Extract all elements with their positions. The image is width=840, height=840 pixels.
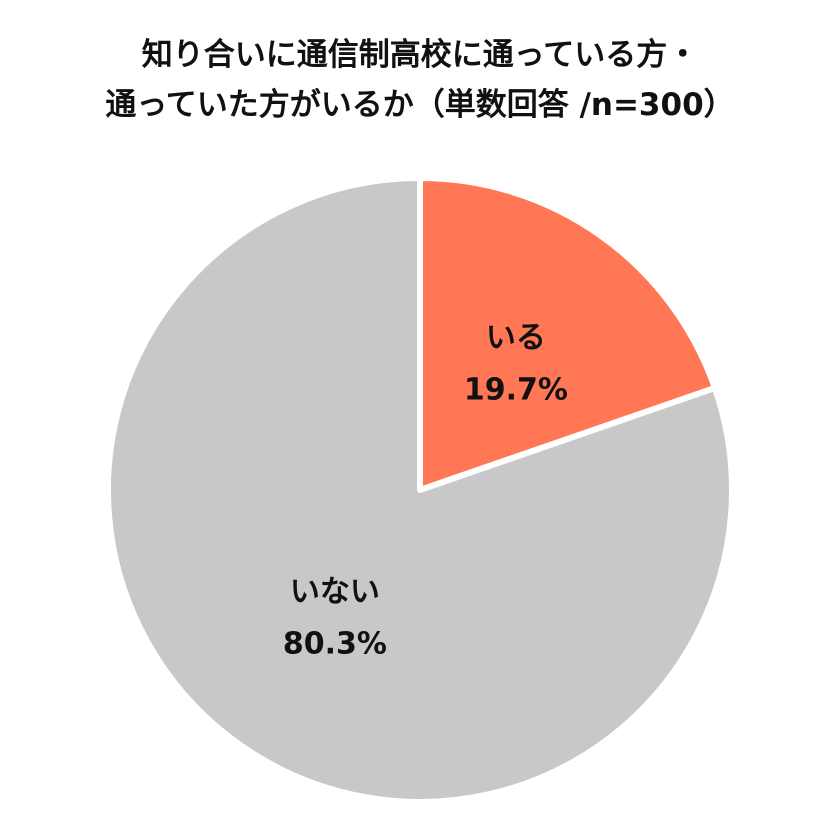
slice-label-1: いる bbox=[486, 320, 546, 355]
slice-label-2: いない bbox=[290, 574, 380, 609]
chart-title-line-2: 通っていた方がいるか（単数回答 /n=300） bbox=[105, 87, 735, 123]
chart-title-line-1: 知り合いに通信制高校に通っている方・ bbox=[141, 37, 699, 73]
slice-value-label-1: 19.7% bbox=[464, 372, 568, 407]
pie-labels: いる 19.7% いない 80.3% bbox=[283, 320, 568, 661]
pie-slices bbox=[105, 175, 735, 805]
chart-title: 知り合いに通信制高校に通っている方・ 通っていた方がいるか（単数回答 /n=30… bbox=[0, 30, 840, 130]
slice-value-label-2: 80.3% bbox=[283, 626, 387, 661]
pie-slice-2 bbox=[105, 175, 735, 805]
